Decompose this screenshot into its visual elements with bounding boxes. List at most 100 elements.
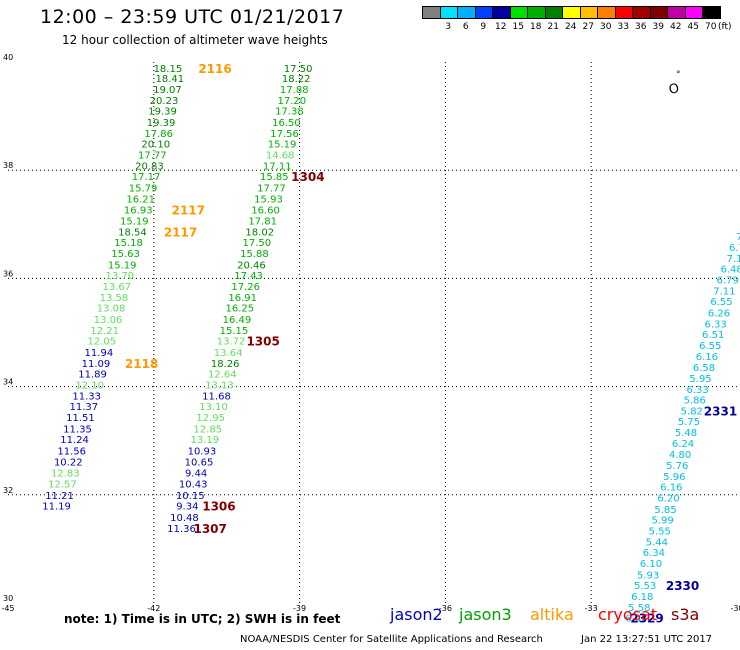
wave-height-value: 15.63	[111, 249, 140, 260]
color-scale-unit: (ft)	[718, 22, 732, 32]
latitude-tick-label: 30	[3, 594, 13, 603]
wave-height-value: 5.55	[649, 527, 671, 538]
wave-height-value: 6.16	[696, 352, 718, 363]
wave-height-value: 12.85	[193, 424, 222, 435]
wave-height-value: 6.55	[710, 297, 732, 308]
pass-number-label: 1307	[193, 522, 226, 536]
legend-jason2: jason2	[390, 605, 443, 624]
color-scale-label: 18	[530, 22, 542, 32]
wave-height-value: 16.21	[126, 194, 155, 205]
wave-height-value: 5.53	[634, 581, 656, 592]
color-scale-label: 30	[600, 22, 612, 32]
wave-height-value: 10.93	[188, 446, 217, 457]
wave-height-value: 10.65	[185, 457, 214, 468]
wave-height-value: 11.33	[72, 391, 101, 402]
wave-height-value: 16.50	[272, 118, 301, 129]
wave-height-value: 13.58	[100, 293, 129, 304]
wave-height-value: 5.44	[646, 537, 668, 548]
latitude-tick-label: 34	[3, 378, 13, 387]
wave-height-value: 17.26	[231, 282, 260, 293]
latitude-tick-label: 36	[3, 269, 13, 278]
wave-height-value: 13.06	[94, 315, 123, 326]
wave-height-value: 15.18	[114, 238, 143, 249]
footnote: note: 1) Time is in UTC; 2) SWH is in fe…	[64, 612, 341, 626]
wave-height-value: 17.56	[270, 129, 299, 140]
wave-height-value: 7.1	[727, 254, 740, 265]
color-scale-label: 12	[495, 22, 507, 32]
wave-height-value: 11.94	[85, 348, 114, 359]
wave-height-value: 13.08	[97, 304, 126, 315]
color-scale-label: 42	[670, 22, 682, 32]
wave-height-value: 12.83	[51, 469, 80, 480]
wave-height-value: 5.96	[663, 472, 685, 483]
color-scale-swatch	[702, 6, 721, 19]
wave-height-value: 17.81	[248, 217, 277, 228]
pass-number-label: 1304	[291, 170, 324, 184]
longitude-tick-label: -36	[439, 604, 452, 613]
wave-height-value: 13.19	[191, 435, 220, 446]
wave-height-value: 15.19	[108, 260, 137, 271]
wave-height-value: 5.58	[628, 603, 650, 614]
page-title: 12:00 – 23:59 UTC 01/21/2017	[40, 6, 345, 28]
legend-jason3: jason3	[459, 605, 512, 624]
wave-height-value: 18.02	[245, 227, 274, 238]
wave-height-value: 6.08	[625, 614, 647, 625]
wave-height-value: 6.34	[643, 548, 665, 559]
wave-height-value: 16.93	[124, 206, 153, 217]
wave-height-value: 6.48	[721, 265, 740, 276]
wave-height-value: 5.82	[681, 406, 703, 417]
color-scale-label: 9	[480, 22, 487, 32]
wave-height-value: 17.86	[144, 129, 173, 140]
wave-height-value: 6.33	[704, 319, 726, 330]
wave-height-value: 6.24	[672, 439, 694, 450]
wave-height-value: 5.95	[689, 374, 711, 385]
wave-height-value: 16.49	[223, 315, 252, 326]
wave-height-value: 13.70	[105, 271, 134, 282]
wave-height-value: 12.05	[87, 337, 116, 348]
wave-height-value: 11.21	[45, 491, 74, 502]
latitude-tick-label: 32	[3, 486, 13, 495]
longitude-tick-label: -45	[1, 604, 14, 613]
wave-height-value: 15.19	[120, 217, 149, 228]
wave-height-value: 12.10	[75, 380, 104, 391]
wave-height-value: 5.86	[684, 396, 706, 407]
wave-height-value: 12.95	[196, 413, 225, 424]
wave-height-value: 12.64	[208, 370, 237, 381]
legend-cryosat: cryosat	[598, 605, 658, 624]
longitude-tick-label: -30	[730, 604, 740, 613]
wave-height-value: 5.93	[637, 570, 659, 581]
wave-height-value: 13.10	[199, 402, 228, 413]
wave-height-value: 15.88	[240, 249, 269, 260]
wave-height-value: 6.33	[687, 385, 709, 396]
wave-height-value: 9.44	[185, 469, 207, 480]
wave-height-value: 10.22	[54, 457, 83, 468]
wave-height-value: 11.36	[167, 524, 196, 535]
wave-height-value: 11.35	[63, 424, 92, 435]
latitude-tick-label: 40	[3, 53, 13, 62]
page-subtitle: 12 hour collection of altimeter wave hei…	[62, 33, 328, 47]
wave-height-value: 6.51	[702, 330, 724, 341]
credit-line: NOAA/NESDIS Center for Satellite Applica…	[240, 634, 543, 645]
pass-number-label: 1305	[246, 335, 279, 349]
color-scale-label: 15	[512, 22, 524, 32]
wave-height-value: 6.26	[708, 308, 730, 319]
color-scale-label: 70	[705, 22, 717, 32]
wave-height-value: 18.54	[118, 227, 147, 238]
wave-height-value: 5.76	[666, 461, 688, 472]
wave-height-value: 11.51	[66, 413, 95, 424]
wave-height-value: 17.11	[263, 161, 292, 172]
longitude-tick-label: -33	[585, 604, 598, 613]
color-scale-label: 36	[635, 22, 647, 32]
wave-height-value: 18.41	[156, 74, 185, 85]
wave-height-value: 18.22	[282, 74, 311, 85]
wave-height-value: 12.21	[90, 326, 119, 337]
wave-height-value: 17.77	[257, 184, 286, 195]
wave-height-value: 20.83	[135, 161, 164, 172]
wave-height-value: 11.56	[57, 446, 86, 457]
color-scale-label: 3	[445, 22, 452, 32]
wave-height-value: 6.55	[699, 341, 721, 352]
wave-height-value: 11.68	[202, 391, 231, 402]
wave-height-value: 19.39	[148, 107, 177, 118]
pass-number-label: 2117	[164, 225, 197, 239]
